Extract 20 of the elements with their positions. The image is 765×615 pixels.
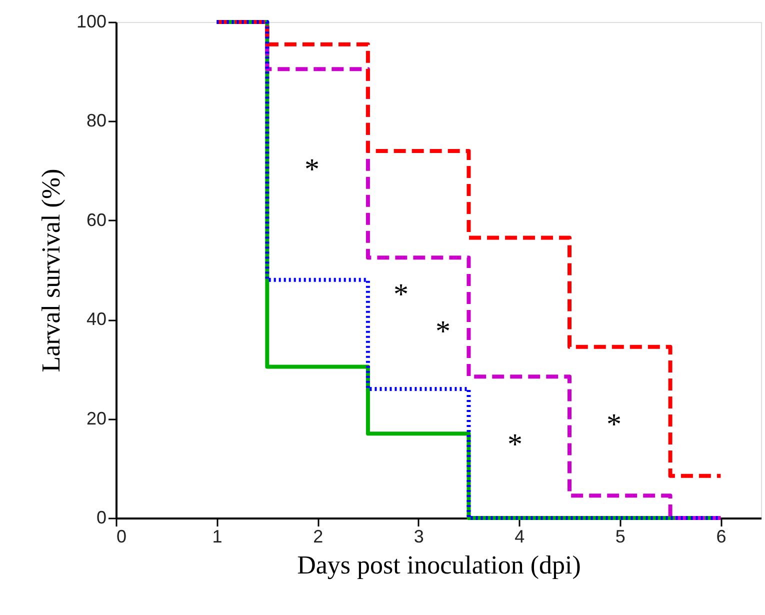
annotation: * — [394, 278, 408, 311]
x-tick-label: 6 — [716, 526, 726, 546]
annotation: * — [606, 408, 622, 441]
x-tick-label: 1 — [212, 526, 222, 546]
x-axis-title: Days post inoculation (dpi) — [297, 550, 581, 580]
y-tick-label: 0 — [96, 508, 106, 528]
x-tick-label: 0 — [116, 526, 127, 546]
y-tick-label: 100 — [76, 12, 106, 32]
y-axis-title: Larval survival (%) — [36, 168, 66, 372]
annotation: * — [304, 153, 320, 186]
y-tick-label: 60 — [86, 210, 106, 230]
y-tick-label: 40 — [86, 309, 106, 330]
annotation: * — [508, 428, 522, 461]
y-tick-label: 20 — [86, 408, 106, 428]
x-tick-label: 2 — [313, 526, 324, 546]
annotation: * — [436, 315, 450, 348]
y-tick-label: 80 — [86, 110, 106, 131]
x-tick-label: 3 — [414, 526, 424, 546]
x-tick-label: 5 — [615, 526, 626, 546]
x-tick-label: 4 — [514, 526, 525, 546]
